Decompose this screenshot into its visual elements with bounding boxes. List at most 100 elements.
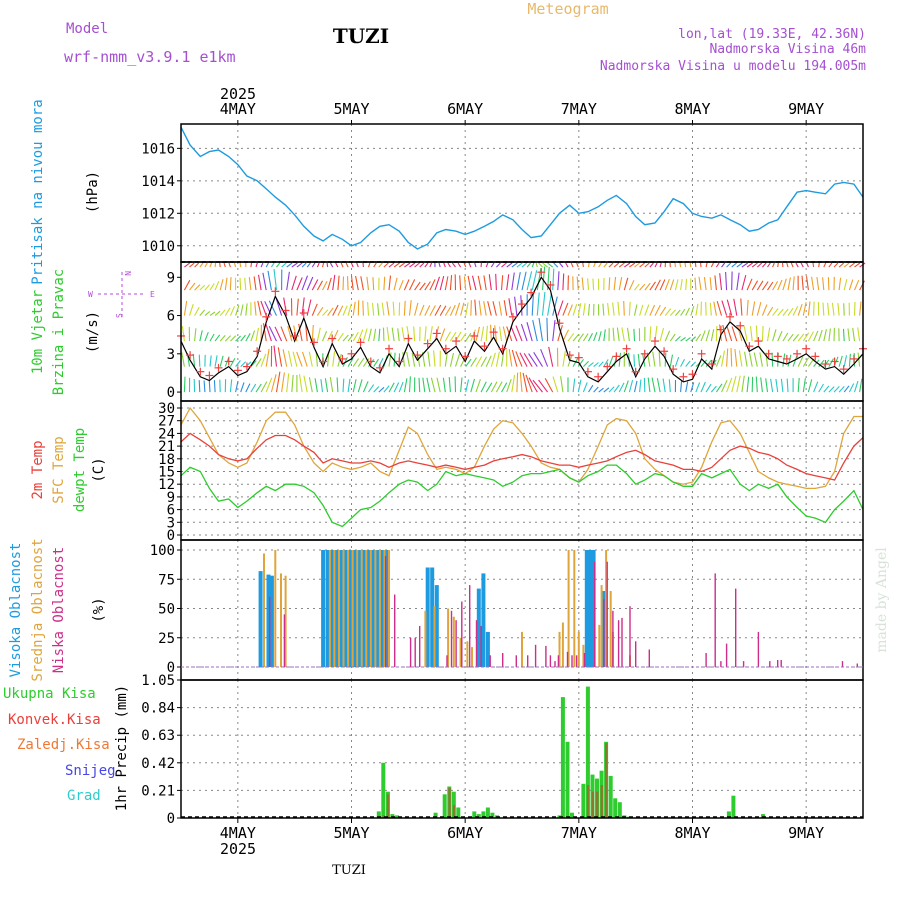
wind-arrow bbox=[519, 352, 528, 367]
wind-arrow bbox=[705, 329, 711, 342]
low-cloud-bar bbox=[603, 599, 605, 667]
wind-arrows bbox=[181, 262, 866, 393]
wind-arrow bbox=[296, 351, 303, 367]
low-cloud-bar bbox=[283, 614, 286, 667]
wind-arrow bbox=[786, 378, 789, 393]
y-tick-label: 25 bbox=[158, 631, 175, 647]
wind-arrow bbox=[715, 355, 722, 367]
wind-arrow bbox=[759, 352, 763, 367]
mid-cloud-bar bbox=[328, 550, 331, 667]
y-tick-label: 27 bbox=[158, 414, 175, 430]
high-cloud-bar bbox=[384, 550, 389, 667]
wind-arrow bbox=[598, 331, 602, 342]
mid-cloud-bar bbox=[561, 622, 564, 667]
gust-marker bbox=[736, 321, 745, 330]
wind-arrow bbox=[448, 377, 451, 393]
high-cloud-bar bbox=[348, 550, 353, 667]
wind-arrow bbox=[468, 262, 472, 268]
wind-arrow bbox=[792, 276, 795, 291]
wind-arrow bbox=[598, 387, 604, 393]
chart-marks bbox=[177, 126, 867, 818]
wind-arrow bbox=[669, 309, 677, 316]
compass-e: E bbox=[150, 290, 155, 299]
wind-arrow bbox=[209, 333, 215, 342]
high-cloud-bar bbox=[375, 550, 380, 667]
gust-marker bbox=[669, 365, 678, 374]
wind-arrow bbox=[444, 306, 452, 316]
wind-arrow bbox=[831, 302, 835, 316]
wind-arrow bbox=[189, 262, 195, 268]
wind-arrow bbox=[383, 276, 386, 291]
mid-cloud-bar bbox=[374, 550, 377, 667]
conv-precip-bar bbox=[605, 743, 608, 818]
mid-cloud-bar bbox=[338, 550, 340, 667]
frozen-precip-title: Zaledj.Kisa bbox=[17, 737, 110, 753]
wind-arrow bbox=[516, 372, 519, 393]
wind-arrow bbox=[213, 380, 216, 393]
wind-arrow bbox=[807, 331, 814, 342]
wind-arrow bbox=[772, 262, 775, 268]
wind-arrow bbox=[755, 325, 758, 342]
wind-arrow bbox=[301, 275, 309, 291]
gust-marker bbox=[441, 344, 450, 353]
low-cloud-bar bbox=[856, 663, 858, 667]
wind-arrow bbox=[403, 378, 408, 393]
panel-frame-temp bbox=[180, 400, 864, 541]
wind-arrow bbox=[741, 274, 747, 291]
wind-arrow bbox=[265, 324, 272, 342]
wind-arrow bbox=[628, 280, 635, 291]
mid-cloud-bar bbox=[356, 550, 359, 667]
wind-arrow bbox=[519, 371, 523, 393]
wind-arrow bbox=[843, 385, 850, 393]
total-precip-bar bbox=[560, 697, 565, 818]
wind-arrow bbox=[490, 381, 498, 393]
wind-arrow bbox=[475, 356, 483, 367]
high-cloud-bar bbox=[476, 588, 481, 667]
mid-cloud-bar bbox=[424, 610, 427, 667]
wind-arrow bbox=[183, 376, 186, 393]
wind-arrow bbox=[780, 378, 784, 393]
wind-arrow bbox=[321, 330, 328, 342]
wind-arrow bbox=[680, 380, 683, 393]
wind-arrow bbox=[490, 324, 492, 342]
wind-arrow bbox=[311, 324, 314, 342]
wind-arrow bbox=[291, 374, 294, 393]
wind-arrow bbox=[838, 262, 845, 268]
wind-arrow bbox=[709, 302, 712, 316]
compass-n: N bbox=[123, 271, 132, 276]
gust-marker bbox=[281, 306, 290, 315]
wind-arrow bbox=[593, 332, 598, 342]
wind-arrow bbox=[306, 262, 311, 268]
wind-arrow bbox=[765, 378, 769, 393]
gust-marker bbox=[764, 349, 773, 358]
wind-arrow bbox=[843, 303, 845, 316]
pressure-title: Pritisak na nivou mora (hPa) bbox=[30, 99, 101, 284]
wind-arrow bbox=[373, 262, 377, 268]
low-cloud-bar bbox=[594, 561, 596, 667]
wind-arrow bbox=[782, 332, 789, 342]
wind-arrow bbox=[647, 377, 651, 393]
wind-arrow bbox=[859, 280, 865, 291]
wind-arrow bbox=[567, 304, 573, 316]
wind-arrow bbox=[275, 371, 281, 393]
wind-arrow bbox=[740, 298, 743, 316]
wind-arrow bbox=[475, 326, 481, 342]
wind-arrow bbox=[726, 348, 729, 367]
total-precip-bar bbox=[617, 802, 622, 818]
bottom-day-labels: 4MAY 5MAY 6MAY 7MAY 8MAY 9MAY bbox=[220, 824, 824, 842]
gust-marker bbox=[631, 367, 640, 376]
wind-arrow bbox=[526, 262, 532, 268]
mid-cloud-bar bbox=[347, 550, 350, 667]
total-precip-bar bbox=[490, 812, 495, 818]
wind-arrow bbox=[444, 331, 451, 342]
wind-arrow bbox=[393, 352, 396, 367]
wind-arrow bbox=[500, 352, 505, 367]
wind-arrow bbox=[444, 352, 448, 367]
wind-arrow bbox=[710, 385, 717, 393]
total-precip-bar bbox=[726, 811, 731, 818]
wind-arrow bbox=[833, 386, 840, 393]
wind-arrow bbox=[332, 304, 339, 316]
wind-arrow bbox=[439, 305, 447, 316]
wind-arrow bbox=[535, 262, 538, 268]
